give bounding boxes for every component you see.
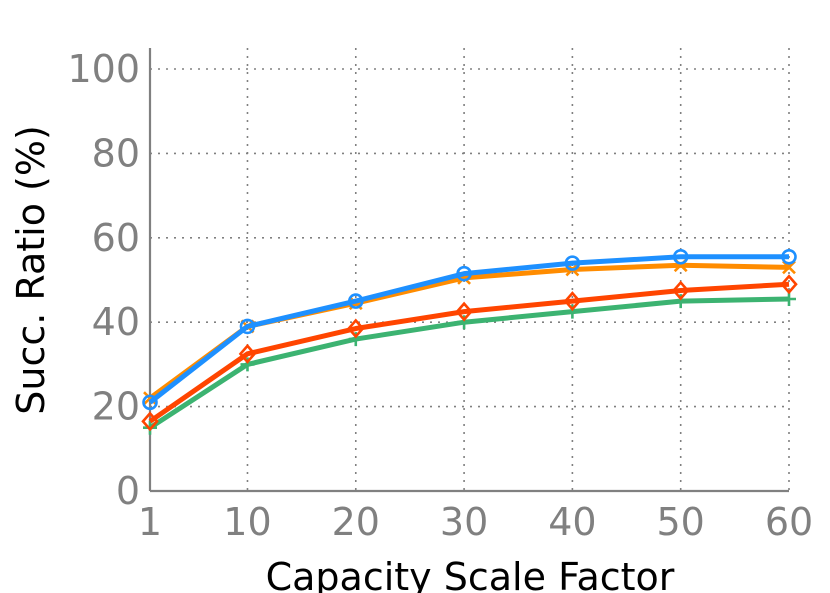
y-axis-label: Succ. Ratio (%) [9, 125, 53, 415]
x-tick-label: 40 [548, 500, 596, 544]
data-point [781, 248, 797, 265]
data-point [142, 394, 158, 411]
data-point [565, 304, 580, 319]
x-tick-label: 1 [138, 500, 162, 544]
y-tick-label: 100 [67, 47, 140, 91]
data-point [782, 291, 796, 306]
series-circle [142, 248, 797, 411]
data-point [141, 411, 159, 432]
axes [148, 48, 789, 493]
series-diamond [141, 274, 798, 432]
data-point [456, 265, 472, 282]
data-point [240, 357, 255, 372]
y-tick-label: 60 [92, 216, 140, 260]
y-tick-label: 20 [92, 385, 140, 429]
x-tick-label: 50 [657, 500, 705, 544]
grid [150, 48, 790, 491]
data-point [239, 318, 256, 335]
data-point [348, 332, 363, 347]
series-plus [143, 291, 796, 435]
series-line [148, 254, 789, 405]
data-point [672, 248, 689, 265]
data-point [347, 318, 365, 339]
y-tick-label: 40 [92, 300, 140, 344]
data-point [564, 255, 581, 271]
x-tick-labels: 1 10 20 30 40 50 60 [138, 500, 813, 544]
data-point [457, 315, 472, 330]
data-point [455, 301, 473, 322]
x-tick-label: 10 [223, 500, 271, 544]
x-tick-label: 60 [765, 500, 813, 544]
data-point [673, 294, 688, 309]
y-tick-label: 80 [92, 131, 140, 175]
data-point [671, 280, 690, 301]
x-tick-label: 20 [332, 500, 380, 544]
data-point [563, 291, 582, 312]
x-axis-label: Capacity Scale Factor [266, 555, 675, 593]
y-tick-label: 0 [116, 469, 140, 513]
y-tick-labels: 0 20 40 60 80 100 [67, 47, 140, 513]
data-point [347, 293, 364, 309]
x-tick-label: 30 [440, 500, 488, 544]
series-line [148, 281, 790, 424]
series-group [141, 248, 798, 435]
data-point [238, 343, 257, 364]
data-point [780, 274, 798, 295]
